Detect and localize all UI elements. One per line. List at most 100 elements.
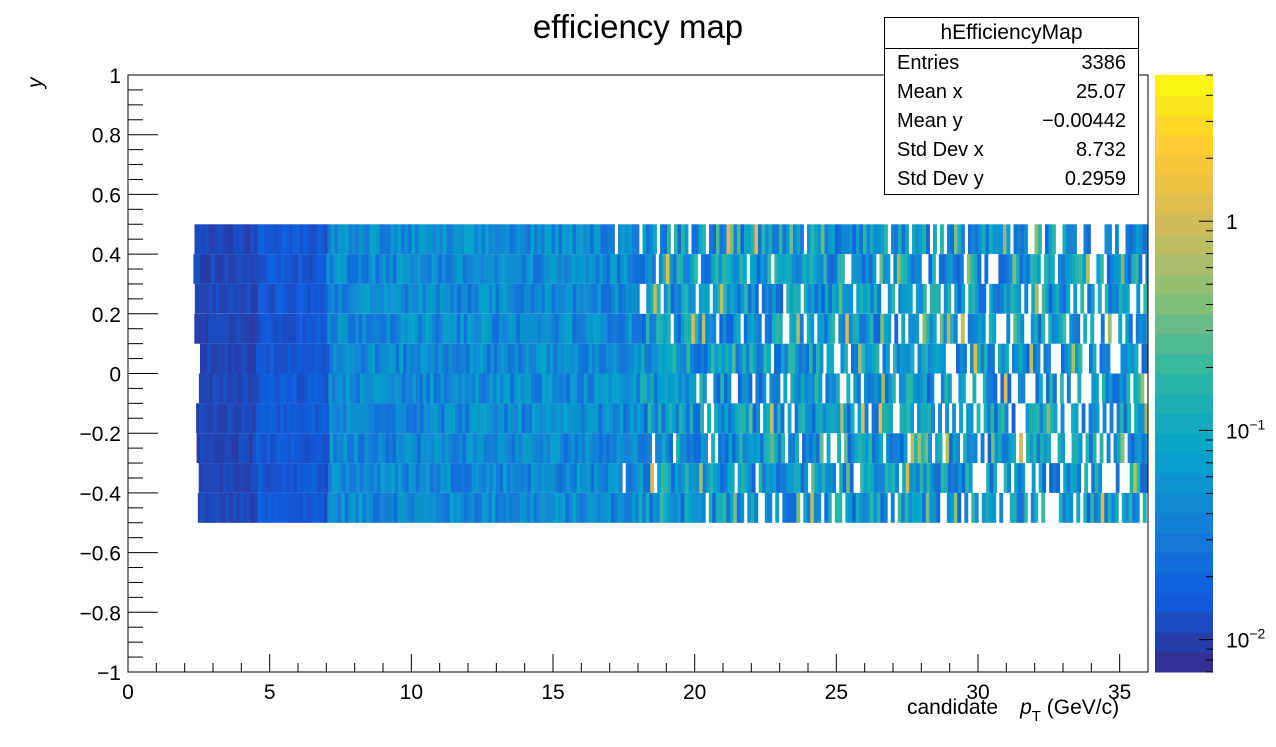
heatmap-cell (1029, 403, 1033, 434)
heatmap-cell (1125, 283, 1130, 314)
heatmap-cell (800, 463, 805, 493)
heatmap-cell (485, 463, 490, 493)
heatmap-cell (672, 343, 677, 374)
heatmap-cell (629, 373, 634, 404)
heatmap-cell (901, 224, 906, 255)
heatmap-cell (499, 283, 504, 314)
heatmap-cell (638, 492, 643, 523)
heatmap-cell (256, 433, 260, 464)
heatmap-cell (735, 254, 740, 284)
heatmap-cell (817, 492, 822, 523)
heatmap-cell (661, 403, 666, 434)
heatmap-cell (470, 492, 475, 523)
heatmap-cell (475, 373, 480, 404)
heatmap-cell (543, 433, 547, 464)
heatmap-cell (282, 463, 287, 493)
heatmap-cell (532, 254, 537, 284)
heatmap-cell (220, 403, 225, 434)
heatmap-cell (574, 403, 578, 434)
heatmap-cell (970, 254, 975, 284)
heatmap-cell (770, 433, 775, 464)
heatmap-cell (672, 403, 676, 434)
heatmap-cell (564, 343, 568, 374)
heatmap-cell (617, 492, 622, 523)
heatmap-cell (1052, 224, 1056, 255)
heatmap-cell (287, 403, 291, 434)
heatmap-cell (662, 343, 666, 374)
heatmap-cell (1118, 313, 1123, 344)
heatmap-cell (287, 254, 292, 284)
heatmap-cell (441, 433, 446, 464)
heatmap-cell (643, 463, 648, 493)
heatmap-cell (651, 343, 656, 374)
heatmap-cell (1012, 433, 1016, 464)
heatmap-cell (226, 283, 231, 314)
heatmap-cell (232, 492, 237, 523)
heatmap-cell (938, 254, 943, 284)
heatmap-cell (991, 433, 995, 464)
heatmap-cell (688, 373, 693, 404)
heatmap-cell (543, 343, 547, 374)
heatmap-cell (854, 343, 859, 374)
heatmap-cell (798, 254, 803, 284)
heatmap-cell (896, 254, 901, 284)
heatmap-cell (602, 433, 607, 464)
heatmap-cell (359, 373, 364, 404)
heatmap-cell (349, 373, 354, 404)
heatmap-cell (863, 373, 868, 404)
heatmap-cell (474, 283, 479, 314)
heatmap-cell (511, 403, 515, 434)
heatmap-cell (798, 403, 802, 434)
heatmap-cell (869, 313, 874, 344)
heatmap-cell (1065, 492, 1070, 523)
heatmap-cell (719, 492, 724, 523)
heatmap-cell (718, 254, 723, 284)
heatmap-cell (851, 343, 855, 374)
heatmap-cell (397, 224, 402, 255)
heatmap-cell (1117, 254, 1122, 284)
heatmap-cell (338, 283, 343, 314)
heatmap-cell (494, 433, 498, 464)
heatmap-cell (1103, 343, 1107, 374)
heatmap-cell (298, 343, 302, 374)
heatmap-cell (791, 254, 796, 284)
heatmap-cell (931, 343, 936, 374)
heatmap-cell (592, 343, 596, 374)
heatmap-cell (321, 463, 326, 493)
heatmap-cell (376, 283, 381, 314)
heatmap-cell (334, 224, 339, 255)
heatmap-cell (686, 254, 691, 284)
heatmap-cell (203, 343, 208, 374)
heatmap-cell (754, 492, 759, 523)
heatmap-cell (739, 433, 743, 464)
heatmap-cell (757, 313, 762, 344)
heatmap-cell (620, 433, 624, 464)
heatmap-cell (427, 403, 431, 434)
heatmap-cell (320, 224, 325, 255)
heatmap-cell (676, 343, 680, 374)
heatmap-cell (586, 283, 591, 314)
heatmap-cell (443, 463, 448, 493)
chart-title: efficiency map (532, 8, 744, 45)
heatmap-cell (298, 254, 303, 284)
heatmap-cell (316, 313, 321, 344)
heatmap-cell (564, 254, 569, 284)
heatmap-cell (310, 224, 314, 255)
heatmap-cell (691, 283, 696, 314)
heatmap-cell (587, 463, 592, 493)
heatmap-cell (338, 463, 343, 493)
heatmap-cell (827, 313, 832, 344)
heatmap-cell (723, 463, 728, 493)
heatmap-cell (518, 403, 522, 434)
heatmap-cell (405, 463, 410, 493)
heatmap-cell (884, 463, 889, 493)
heatmap-cell (658, 433, 663, 464)
heatmap-cell (722, 313, 727, 344)
heatmap-cell (882, 343, 887, 374)
heatmap-cell (538, 373, 543, 404)
heatmap-cell (754, 283, 759, 314)
heatmap-cell (501, 343, 505, 374)
heatmap-cell (380, 373, 385, 404)
heatmap-cell (828, 283, 833, 314)
heatmap-cell (739, 254, 744, 284)
